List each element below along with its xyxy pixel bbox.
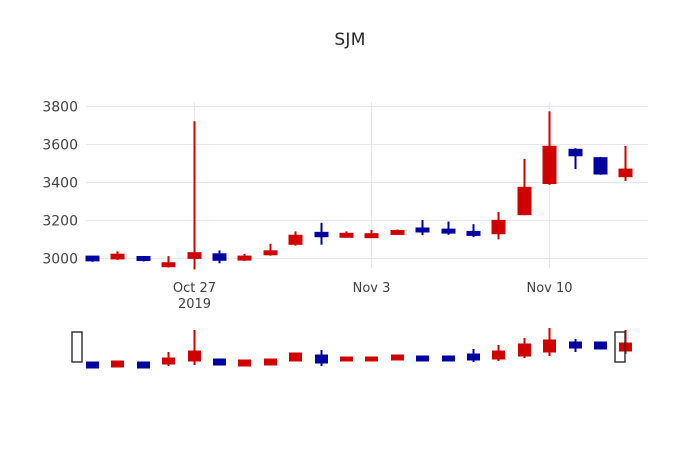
candle-body[interactable] — [517, 186, 532, 216]
rangeselector-candle-body[interactable] — [569, 341, 582, 349]
candle-body[interactable] — [339, 232, 354, 238]
candle-body[interactable] — [364, 233, 379, 239]
candle-body[interactable] — [136, 255, 151, 261]
rangeselector-candle-body[interactable] — [467, 353, 480, 361]
candle-body[interactable] — [491, 219, 506, 235]
range-selector-right-handle[interactable] — [614, 331, 626, 363]
candle-body[interactable] — [441, 228, 456, 234]
x-axis-tick-label: Nov 10 — [526, 281, 572, 296]
rangeselector-candle-body[interactable] — [264, 358, 277, 366]
y-axis-tick-label: 3000 — [42, 252, 78, 268]
candle-body[interactable] — [593, 157, 608, 175]
rangeselector-candle-body[interactable] — [289, 352, 302, 362]
y-axis-tick-label: 3200 — [42, 214, 78, 230]
candle-body[interactable] — [212, 253, 227, 261]
range-selector-left-handle[interactable] — [71, 331, 83, 363]
rangeselector-candle-body[interactable] — [315, 354, 328, 364]
y-axis-tick-label: 3600 — [42, 138, 78, 154]
candle-body[interactable] — [288, 234, 303, 245]
x-axis-tick-label: Oct 27 — [173, 281, 216, 296]
candle-body[interactable] — [415, 227, 430, 233]
candle-body[interactable] — [542, 145, 557, 185]
rangeselector-candle-body[interactable] — [188, 350, 201, 362]
rangeselector-candle-body[interactable] — [543, 339, 556, 353]
candle-body[interactable] — [85, 255, 100, 262]
y-axis-tick-label: 3800 — [42, 100, 78, 116]
page-title: SJM — [334, 30, 366, 50]
rangeselector-candle-body[interactable] — [492, 350, 505, 360]
y-axis-tick-label: 3400 — [42, 176, 78, 192]
candle-body[interactable] — [263, 250, 278, 256]
rangeselector-candle-body[interactable] — [137, 361, 150, 369]
rangeselector-candle-body[interactable] — [391, 354, 404, 361]
rangeselector-candle-body[interactable] — [238, 359, 251, 367]
rangeselector-candle-body[interactable] — [416, 355, 429, 362]
rangeselector-candle-body[interactable] — [442, 355, 455, 362]
candle-body[interactable] — [314, 231, 329, 238]
rangeselector-candle-body[interactable] — [340, 356, 353, 362]
candle-body[interactable] — [110, 253, 125, 260]
rangeselector-candle-body[interactable] — [594, 341, 607, 350]
rangeselector-candle-body[interactable] — [213, 358, 226, 366]
rangeselector-candle-body[interactable] — [111, 360, 124, 368]
candle-body[interactable] — [187, 252, 202, 259]
rangeselector-candle-body[interactable] — [518, 343, 531, 357]
candle-body[interactable] — [390, 229, 405, 235]
x-axis-tick-label: Nov 3 — [353, 281, 391, 296]
rangeselector-candle-body[interactable] — [162, 357, 175, 365]
candle-body[interactable] — [466, 230, 481, 236]
candle-body[interactable] — [161, 262, 176, 268]
candle-body[interactable] — [618, 168, 633, 178]
candle-body[interactable] — [568, 148, 583, 157]
rangeselector-candle-body[interactable] — [86, 361, 99, 369]
candle-body[interactable] — [237, 255, 252, 261]
x-axis-tick-sublabel: 2019 — [178, 297, 211, 312]
rangeselector-candle-body[interactable] — [365, 356, 378, 362]
